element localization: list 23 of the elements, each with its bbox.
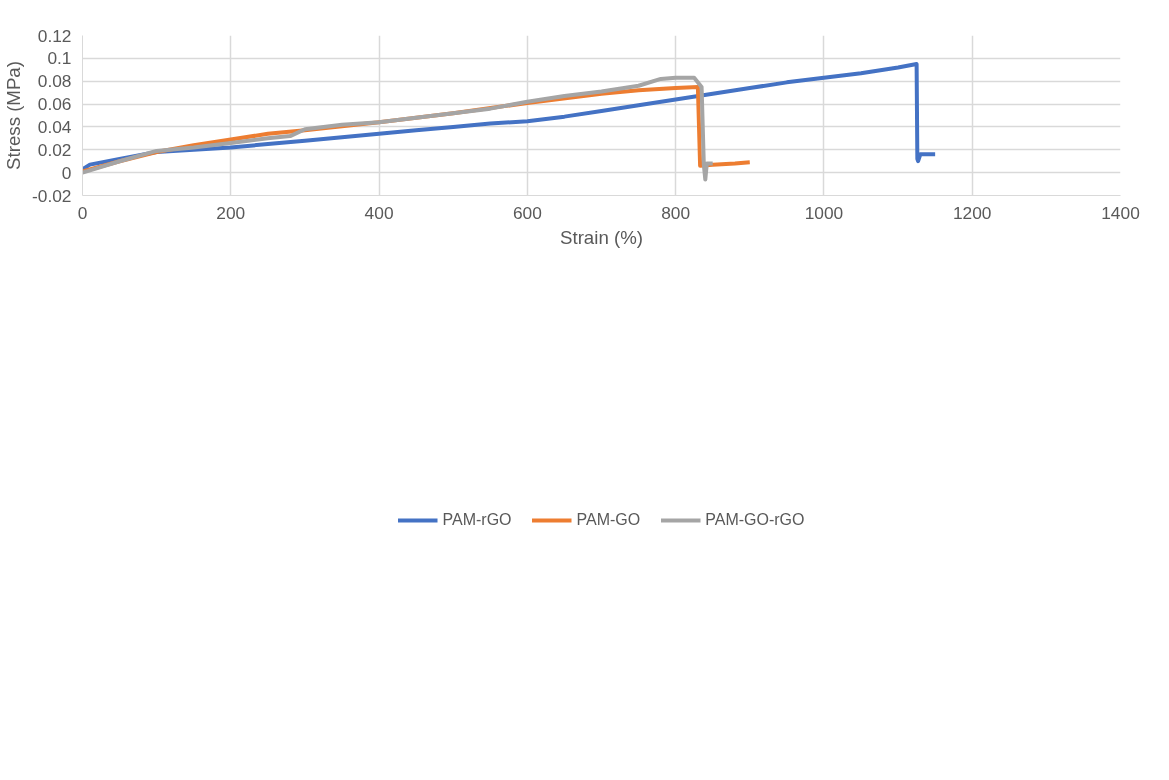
y-tick-label: 0.06: [37, 94, 72, 115]
y-axis-title: Stress (MPa): [3, 61, 24, 170]
legend-label: PAM-GO: [576, 511, 641, 529]
line-series: [82, 62, 938, 172]
x-tick-label: 1400: [1101, 202, 1140, 223]
x-tick-label: 600: [512, 202, 542, 223]
x-tick-label: 800: [661, 202, 691, 223]
y-tick-label: 0.1: [47, 48, 72, 69]
y-tick-label: 0.04: [37, 116, 72, 137]
y-tick-label: 0.08: [37, 71, 72, 92]
x-tick-label: 400: [364, 202, 394, 223]
line-series: [82, 75, 715, 182]
x-tick-label: 200: [216, 202, 246, 223]
legend-label: PAM-GO-rGO: [705, 511, 805, 529]
y-tick-label: 0.12: [37, 25, 72, 46]
x-axis-title: Strain (%): [560, 226, 643, 248]
y-tick-label: 0.02: [37, 139, 72, 160]
legend-label: PAM-rGO: [442, 511, 512, 529]
x-tick-label: 1200: [952, 202, 992, 223]
x-tick-label: 0: [77, 202, 88, 223]
y-tick-label: 0: [61, 162, 72, 183]
y-tick-label: -0.02: [32, 185, 72, 206]
x-tick-label: 1000: [804, 202, 844, 223]
